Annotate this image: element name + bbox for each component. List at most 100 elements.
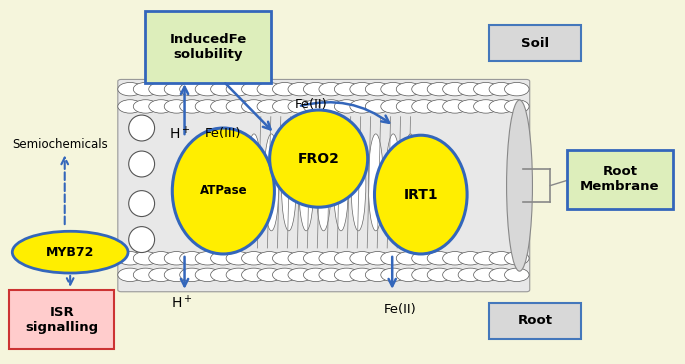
Ellipse shape [350,268,375,281]
Ellipse shape [226,268,251,281]
Ellipse shape [226,83,251,96]
Text: Fe(II): Fe(II) [384,303,416,316]
Ellipse shape [282,134,297,231]
Ellipse shape [149,100,173,113]
Ellipse shape [334,83,359,96]
Ellipse shape [303,268,328,281]
FancyBboxPatch shape [118,79,530,292]
Ellipse shape [505,100,529,113]
Ellipse shape [458,252,483,265]
Ellipse shape [365,268,390,281]
Ellipse shape [412,268,436,281]
Ellipse shape [458,100,483,113]
Ellipse shape [303,100,328,113]
Ellipse shape [473,252,498,265]
Ellipse shape [334,134,349,231]
Ellipse shape [129,115,155,141]
FancyBboxPatch shape [145,11,271,83]
Ellipse shape [303,252,328,265]
Text: Soil: Soil [521,37,549,50]
Ellipse shape [427,252,451,265]
Ellipse shape [412,100,436,113]
Ellipse shape [396,83,421,96]
Ellipse shape [299,134,314,231]
Ellipse shape [443,100,467,113]
Ellipse shape [505,252,529,265]
Text: H$^+$: H$^+$ [169,125,190,142]
Ellipse shape [195,252,220,265]
Ellipse shape [381,252,406,265]
Ellipse shape [210,268,235,281]
Ellipse shape [270,110,368,207]
Ellipse shape [350,100,375,113]
Ellipse shape [242,268,266,281]
Ellipse shape [149,83,173,96]
Ellipse shape [264,134,279,231]
Ellipse shape [179,268,204,281]
Ellipse shape [396,100,421,113]
Ellipse shape [303,83,328,96]
Ellipse shape [257,100,282,113]
Ellipse shape [319,100,343,113]
Ellipse shape [242,100,266,113]
Ellipse shape [288,100,312,113]
Ellipse shape [12,231,128,273]
Ellipse shape [129,191,155,217]
Ellipse shape [273,100,297,113]
Ellipse shape [118,268,142,281]
Ellipse shape [134,83,158,96]
Ellipse shape [273,268,297,281]
Ellipse shape [226,100,251,113]
Ellipse shape [381,268,406,281]
Ellipse shape [226,252,251,265]
Ellipse shape [164,100,189,113]
Ellipse shape [334,252,359,265]
Text: MYB72: MYB72 [46,246,95,259]
Ellipse shape [179,252,204,265]
Ellipse shape [507,100,532,271]
Ellipse shape [443,252,467,265]
Ellipse shape [273,83,297,96]
FancyBboxPatch shape [567,150,673,209]
Ellipse shape [403,134,418,231]
Ellipse shape [489,252,514,265]
Ellipse shape [247,134,262,231]
Ellipse shape [134,252,158,265]
Ellipse shape [369,134,384,231]
Text: FRO2: FRO2 [298,152,340,166]
Ellipse shape [443,268,467,281]
Ellipse shape [257,268,282,281]
Ellipse shape [365,252,390,265]
Ellipse shape [443,83,467,96]
Ellipse shape [210,100,235,113]
Ellipse shape [173,128,275,254]
Ellipse shape [334,100,359,113]
Ellipse shape [195,268,220,281]
Ellipse shape [350,83,375,96]
Ellipse shape [505,268,529,281]
Ellipse shape [458,83,483,96]
Ellipse shape [242,83,266,96]
FancyBboxPatch shape [489,302,581,339]
Ellipse shape [396,252,421,265]
Ellipse shape [316,134,331,231]
Ellipse shape [412,252,436,265]
FancyBboxPatch shape [489,25,581,62]
Ellipse shape [412,83,436,96]
Ellipse shape [288,83,312,96]
Ellipse shape [375,135,467,254]
Ellipse shape [427,83,451,96]
Ellipse shape [164,83,189,96]
Ellipse shape [396,268,421,281]
Ellipse shape [473,83,498,96]
Ellipse shape [365,83,390,96]
FancyBboxPatch shape [9,290,114,349]
Ellipse shape [350,252,375,265]
Ellipse shape [365,100,390,113]
Ellipse shape [288,252,312,265]
Ellipse shape [381,83,406,96]
Ellipse shape [129,151,155,177]
Text: Root: Root [517,314,552,327]
Ellipse shape [179,100,204,113]
Text: H$^+$: H$^+$ [171,294,192,311]
